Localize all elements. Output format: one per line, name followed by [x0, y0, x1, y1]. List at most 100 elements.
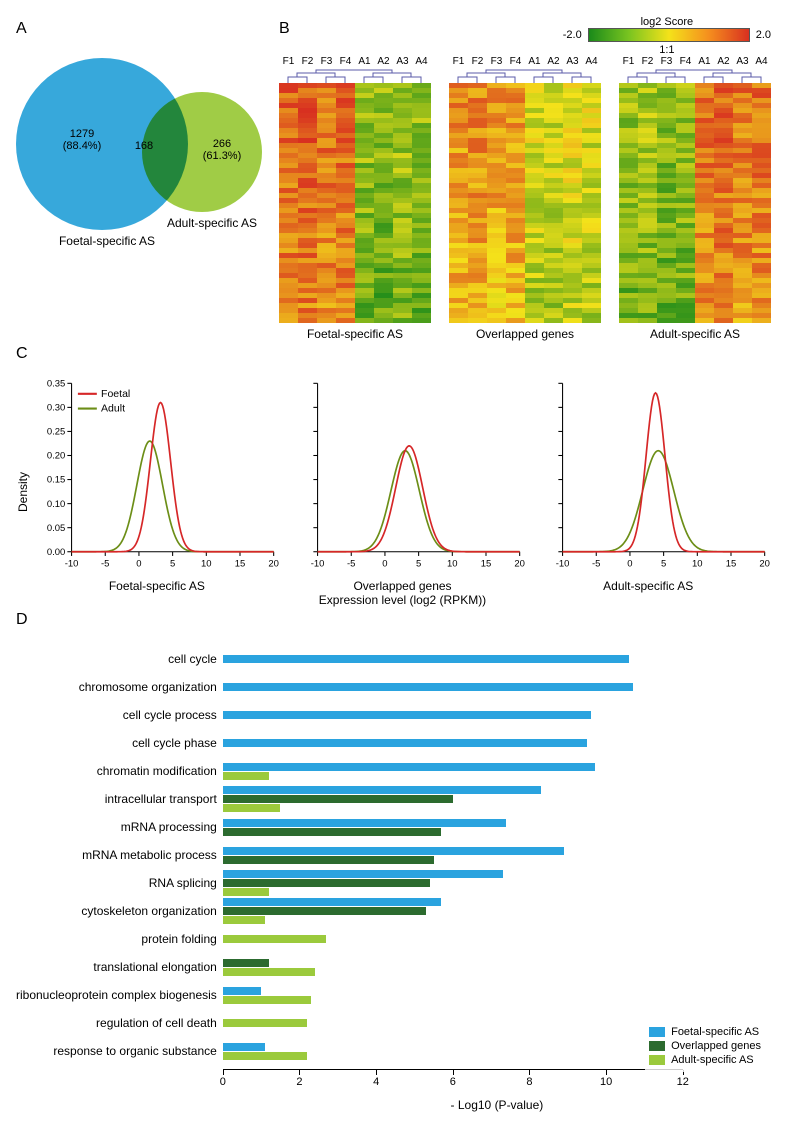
bar-adult: [223, 772, 269, 780]
bar-overlap: [223, 856, 434, 864]
panel-d: D cell cyclechromosome organizationcell …: [16, 611, 771, 1112]
panel-d-label: D: [16, 611, 763, 629]
bar-xlabel: - Log10 (P-value): [223, 1098, 771, 1112]
heatmap-block: F1F2F3F4A1A2A3A4Overlapped genes: [449, 56, 601, 341]
bar-category-label: chromosome organization: [79, 673, 223, 701]
svg-text:-5: -5: [347, 558, 355, 569]
svg-text:Foetal: Foetal: [101, 388, 130, 400]
heatmap-caption: Overlapped genes: [476, 327, 574, 341]
density-sub-1: Overlapped genes: [280, 579, 526, 593]
bar-foetal: [223, 1043, 265, 1051]
svg-text:0.35: 0.35: [47, 378, 65, 389]
density-sub-2: Adult-specific AS: [525, 579, 771, 593]
bar-overlap: [223, 879, 430, 887]
bar-foetal: [223, 819, 507, 827]
svg-text:0.10: 0.10: [47, 499, 65, 510]
svg-text:0.30: 0.30: [47, 403, 65, 414]
venn-diagram: 1279(88.4%)168266(61.3%)Foetal-specific …: [16, 48, 276, 268]
bar-foetal: [223, 739, 587, 747]
bar-foetal: [223, 847, 564, 855]
colorbar-max: 2.0: [756, 29, 771, 41]
bar-adult: [223, 968, 315, 976]
svg-text:Adult: Adult: [101, 403, 125, 415]
svg-text:15: 15: [480, 558, 491, 569]
bar-overlap: [223, 959, 269, 967]
density-svg: 0.000.050.100.150.200.250.300.35-10-5051…: [34, 377, 280, 577]
density-svg: -10-505101520: [525, 377, 771, 577]
density-svg: -10-505101520: [280, 377, 526, 577]
bar-foetal: [223, 655, 629, 663]
svg-text:0.15: 0.15: [47, 475, 65, 486]
bar-adult: [223, 804, 281, 812]
colorbar: [588, 28, 750, 42]
bar-plot: 024681012 - Log10 (P-value) Foetal-speci…: [223, 645, 771, 1112]
bar-adult: [223, 916, 265, 924]
heatmap-caption: Foetal-specific AS: [307, 327, 403, 341]
density-panels: 0.00 0.05 0.10 0.15 0.20 0.25 0.30 0.35 -10 -5 0 5 1…: [34, 377, 771, 577]
svg-text:-10: -10: [310, 558, 324, 569]
bar-category-label: intracellular transport: [105, 785, 223, 813]
bar-foetal: [223, 683, 633, 691]
panel-b-label: B: [279, 20, 290, 38]
svg-text:-5: -5: [592, 558, 600, 569]
heatmap-caption: Adult-specific AS: [650, 327, 740, 341]
bar-overlap: [223, 907, 426, 915]
bar-foetal: [223, 711, 591, 719]
bar-adult: [223, 1052, 307, 1060]
colorbar-min: -2.0: [563, 29, 582, 41]
density-ylabel: Density: [16, 377, 30, 607]
bar-category-label: translational elongation: [93, 953, 222, 981]
panel-a-label: A: [16, 20, 271, 38]
svg-text:0: 0: [136, 558, 141, 569]
bar-category-label: mRNA processing: [121, 813, 223, 841]
bar-category-label: ribonucleoprotein complex biogenesis: [16, 981, 223, 1009]
svg-text:0.20: 0.20: [47, 451, 65, 462]
colorbar-mid: 1:1: [563, 44, 771, 56]
bar-foetal: [223, 870, 503, 878]
bar-category-label: response to organic substance: [53, 1037, 222, 1065]
density-xlabel: Expression level (log2 (RPKM)): [34, 593, 771, 607]
svg-text:20: 20: [268, 558, 279, 569]
svg-text:15: 15: [235, 558, 246, 569]
bar-legend: Foetal-specific ASOverlapped genesAdult-…: [645, 1020, 765, 1072]
colorbar-title: log2 Score: [563, 16, 771, 28]
row-ab: A 1279(88.4%)168266(61.3%)Foetal-specifi…: [16, 16, 771, 341]
svg-text:20: 20: [760, 558, 771, 569]
bar-adult: [223, 935, 327, 943]
svg-text:0.00: 0.00: [47, 547, 65, 558]
bar-category-label: chromatin modification: [97, 757, 223, 785]
panel-b: B log2 Score -2.0 2.0 1:1 F1F2F3F4A1A2A3…: [279, 16, 771, 341]
bar-overlap: [223, 795, 453, 803]
bar-category-label: mRNA metabolic process: [82, 841, 223, 869]
svg-text:5: 5: [661, 558, 666, 569]
svg-text:-5: -5: [101, 558, 109, 569]
svg-text:20: 20: [514, 558, 525, 569]
bar-foetal: [223, 763, 595, 771]
bar-category-label: RNA splicing: [149, 869, 223, 897]
bar-category-label: cytoskeleton organization: [81, 897, 222, 925]
bar-adult: [223, 888, 269, 896]
bar-category-label: regulation of cell death: [96, 1009, 223, 1037]
svg-text:0: 0: [628, 558, 633, 569]
svg-text:0: 0: [382, 558, 387, 569]
heatmap-block: F1F2F3F4A1A2A3A4Adult-specific AS: [619, 56, 771, 341]
svg-text:10: 10: [447, 558, 458, 569]
bar-groups: [223, 645, 683, 1065]
bar-category-label: protein folding: [141, 925, 222, 953]
svg-text:15: 15: [726, 558, 737, 569]
svg-text:5: 5: [170, 558, 175, 569]
svg-text:0.05: 0.05: [47, 523, 65, 534]
colorbar-block: log2 Score -2.0 2.0 1:1: [563, 16, 771, 56]
bar-category-label: cell cycle phase: [132, 729, 223, 757]
svg-text:0.25: 0.25: [47, 427, 65, 438]
bar-foetal: [223, 786, 541, 794]
panel-c: C Density 0.000.050.100.150.200.250.300.…: [16, 345, 771, 607]
heatmap-block: F1F2F3F4A1A2A3A4Foetal-specific AS: [279, 56, 431, 341]
bar-adult: [223, 1019, 307, 1027]
bar-adult: [223, 996, 311, 1004]
panel-a: A 1279(88.4%)168266(61.3%)Foetal-specifi…: [16, 16, 279, 341]
bar-foetal: [223, 898, 442, 906]
heatmap-row: F1F2F3F4A1A2A3A4Foetal-specific ASF1F2F3…: [279, 56, 771, 341]
density-sub-0: Foetal-specific AS: [34, 579, 280, 593]
bar-category-label: cell cycle process: [123, 701, 223, 729]
